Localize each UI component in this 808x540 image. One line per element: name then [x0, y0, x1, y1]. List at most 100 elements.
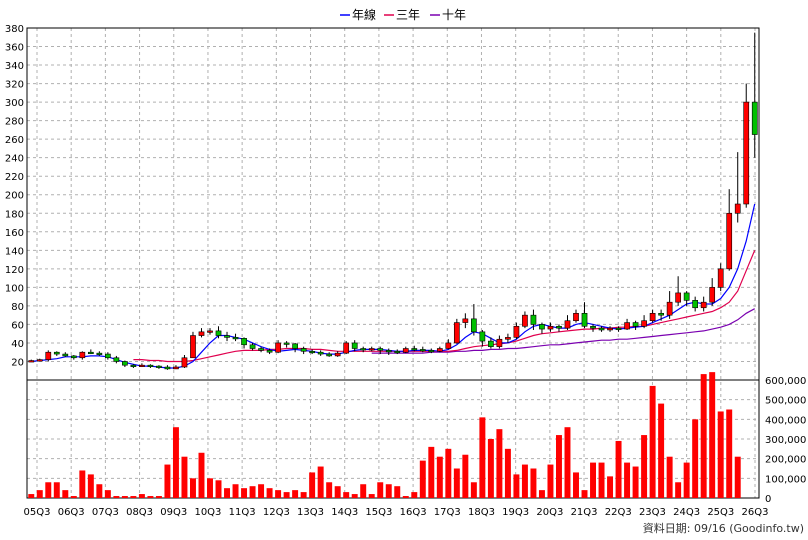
candle-body [402, 348, 409, 353]
candle-body [462, 318, 469, 323]
x-tick-label: 08Q3 [126, 507, 153, 518]
x-tick-label: 13Q3 [297, 507, 324, 518]
volume-bar [607, 476, 614, 498]
candle-body [334, 352, 341, 357]
price-tick-label: 40 [11, 339, 24, 350]
candle [666, 291, 673, 319]
candle-body [87, 351, 94, 355]
volume-bar [309, 472, 316, 498]
x-tick-label: 07Q3 [92, 507, 119, 518]
candle-body [326, 353, 333, 357]
volume-bar [232, 484, 239, 498]
volume-bar [573, 472, 579, 498]
candle-body [368, 348, 375, 351]
volume-bar [36, 490, 43, 498]
candle-body [641, 320, 647, 327]
candle-body [556, 325, 562, 329]
candle [113, 355, 120, 364]
candle-body [62, 353, 69, 357]
volume-bar [300, 492, 307, 498]
volume-tick-label: 600,000 [765, 376, 806, 387]
candle-body [751, 101, 758, 135]
data-source-note: 資料日期: 09/16 (Goodinfo.tw) [643, 521, 804, 535]
candle-body [113, 357, 120, 362]
price-tick-label: 380 [5, 24, 24, 35]
x-tick-label: 23Q3 [639, 507, 666, 518]
candle-body [683, 292, 690, 301]
x-tick-label: 25Q3 [707, 507, 734, 518]
candle-body [292, 343, 298, 349]
volume-bar [538, 490, 545, 498]
candle [368, 346, 375, 352]
volume-bar [138, 494, 145, 498]
candle [28, 359, 35, 363]
candle-body [394, 350, 401, 354]
volume-bar [385, 484, 392, 498]
candle [496, 335, 503, 349]
x-tick-label: 21Q3 [571, 507, 598, 518]
candle [351, 340, 358, 352]
candle-body [28, 360, 35, 363]
candle [700, 296, 707, 312]
volume-bar [726, 409, 733, 498]
volume-bar [62, 490, 69, 498]
candle [385, 348, 392, 355]
volume-bar [658, 403, 665, 498]
volume-bar [198, 452, 205, 498]
price-tick-label: 100 [5, 283, 24, 294]
x-tick-label: 10Q3 [194, 507, 221, 518]
candle-body [300, 348, 307, 352]
x-tick-label: 22Q3 [605, 507, 632, 518]
candle-body [173, 366, 179, 370]
candle [573, 309, 579, 323]
candle [232, 333, 239, 342]
volume-bar [632, 466, 639, 498]
candle [581, 302, 588, 329]
x-tick-label: 24Q3 [673, 507, 700, 518]
candle-body [539, 324, 545, 330]
candle-body [232, 337, 239, 340]
candle [258, 346, 264, 353]
candle-body [139, 364, 145, 367]
candle [45, 350, 52, 362]
candle [547, 322, 554, 332]
candle-body [351, 342, 358, 349]
candle-body [343, 342, 350, 354]
volume-bar [470, 482, 477, 498]
candle-body [198, 331, 205, 336]
volume-bar [70, 496, 77, 498]
candle [79, 351, 86, 360]
candle-body [309, 350, 315, 354]
candle-body [266, 350, 273, 353]
volume-bar [351, 494, 358, 498]
candle [198, 328, 205, 338]
candle [683, 291, 690, 306]
x-tick-label: 26Q3 [742, 507, 769, 518]
volume-bar [215, 480, 222, 498]
candle-body [598, 327, 605, 331]
volume-bar [207, 478, 213, 498]
legend-label: 三年 [396, 8, 420, 22]
candle [717, 263, 724, 292]
volume-bar [649, 385, 656, 498]
volume-bar [147, 496, 154, 498]
candle-body [607, 327, 613, 331]
volume-bar [275, 490, 282, 498]
volume-tick-label: 200,000 [765, 455, 806, 466]
candle [70, 354, 77, 360]
volume-bar [598, 462, 605, 498]
candle-body [675, 292, 681, 303]
candle-body [649, 313, 656, 322]
volume-bar [104, 490, 111, 498]
candle [641, 315, 647, 329]
volume-bar [700, 374, 707, 498]
candle [173, 365, 179, 370]
x-tick-label: 17Q3 [434, 507, 461, 518]
x-tick-label: 15Q3 [365, 507, 392, 518]
candle [632, 320, 639, 330]
price-tick-label: 280 [5, 117, 24, 128]
candle [377, 346, 384, 355]
candle [692, 296, 699, 312]
candle [62, 352, 69, 357]
